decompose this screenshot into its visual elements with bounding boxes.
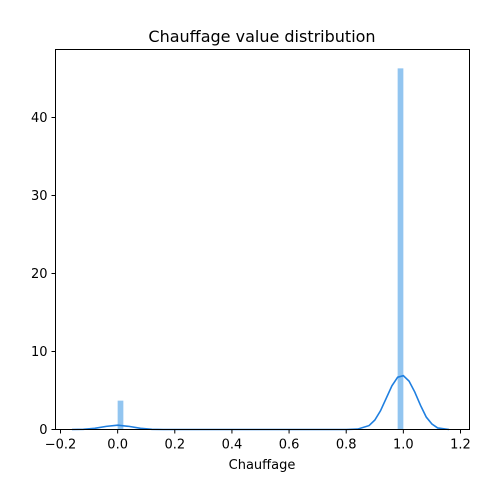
x-tick-label: 0.8 [336, 438, 357, 453]
x-tick-label: 1.0 [393, 438, 414, 453]
x-axis-ticks: −0.2 0.0 0.2 0.4 0.6 0.8 1.0 1.2 [45, 429, 471, 453]
x-tick-label: 0.0 [107, 438, 128, 453]
x-tick-label: 0.6 [279, 438, 300, 453]
x-tick-label: 1.2 [450, 438, 471, 453]
x-axis-label: Chauffage [229, 458, 296, 473]
y-tick-label: 20 [31, 267, 48, 282]
x-tick-label: −0.2 [45, 438, 77, 453]
x-tick-label: 0.2 [164, 438, 185, 453]
histogram-bar-1 [397, 68, 404, 430]
histogram-bars [117, 68, 404, 430]
y-tick-label: 10 [31, 345, 48, 360]
histogram-bar-0 [117, 400, 124, 430]
y-tick-label: 30 [31, 189, 48, 204]
y-tick-label: 0 [39, 423, 47, 438]
plot-frame [55, 49, 470, 430]
y-tick-label: 40 [31, 111, 48, 126]
x-tick-label: 0.4 [222, 438, 243, 453]
kde-curve [71, 374, 450, 431]
y-axis-ticks: 0 10 20 30 40 [31, 111, 56, 438]
chart-title: Chauffage value distribution [148, 27, 375, 46]
